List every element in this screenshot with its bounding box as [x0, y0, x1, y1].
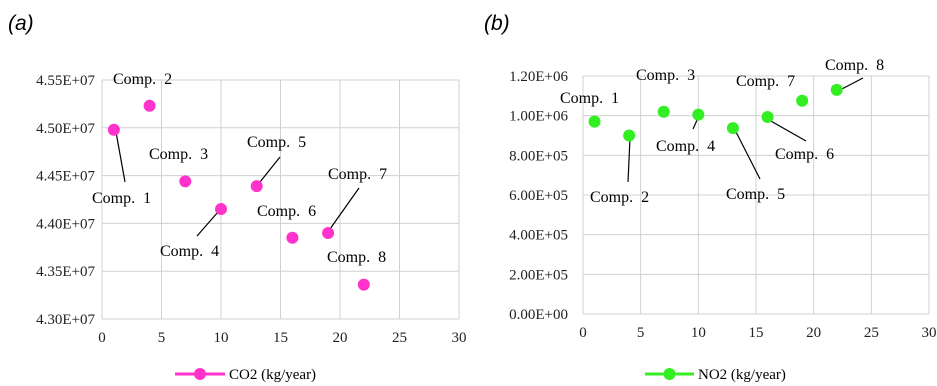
- y-tick-label: 8.00E+05: [509, 148, 568, 164]
- annotation-leader-line: [627, 137, 631, 183]
- point-label: Comp. 3: [149, 146, 208, 163]
- legend-label: CO2 (kg/year): [229, 367, 316, 383]
- legend: NO2 (kg/year): [645, 367, 786, 383]
- point-label: Comp. 4: [656, 138, 715, 155]
- x-tick-label: 30: [452, 330, 467, 346]
- data-point: [796, 94, 809, 107]
- data-point: [588, 115, 601, 128]
- x-tick-label: 20: [806, 325, 821, 341]
- data-point: [286, 231, 299, 244]
- x-tick-label: 15: [749, 325, 764, 341]
- y-tick-label: 4.30E+07: [36, 312, 95, 328]
- point-label: Comp. 1: [92, 190, 151, 207]
- annotation-leader-line: [734, 129, 761, 180]
- data-point: [215, 203, 227, 216]
- point-label: Comp. 5: [247, 134, 306, 151]
- y-tick-label: 6.00E+05: [509, 188, 568, 204]
- point-label: Comp. 7: [736, 73, 795, 90]
- data-point: [322, 226, 335, 239]
- x-tick-label: 5: [637, 325, 645, 341]
- point-label: Comp. 1: [560, 90, 619, 107]
- legend-label: NO2 (kg/year): [698, 367, 786, 383]
- x-tick-label: 25: [864, 325, 879, 341]
- point-label: Comp. 2: [590, 189, 649, 206]
- y-tick-label: 4.00E+05: [509, 228, 568, 244]
- data-point: [623, 129, 636, 142]
- legend-marker: [194, 368, 206, 380]
- x-tick-label: 30: [922, 325, 937, 341]
- panel-label: (b): [484, 12, 510, 35]
- chart-panel-a: (a) 4.30E+07 4.35E+07 4.40E+07 4.45E+07 4.50E…: [8, 12, 467, 383]
- y-tick-label: 4.45E+07: [36, 169, 95, 185]
- legend: CO2 (kg/year): [175, 367, 316, 383]
- x-tick-label: 10: [691, 325, 706, 341]
- data-point: [657, 105, 670, 118]
- point-label: Comp. 6: [775, 146, 834, 163]
- y-tick-label: 1.20E+06: [509, 69, 568, 85]
- point-label: Comp. 4: [160, 243, 219, 260]
- data-point: [179, 175, 192, 188]
- annotation-leader-line: [259, 156, 281, 183]
- point-label: Comp. 5: [726, 186, 785, 203]
- data-point: [107, 123, 120, 136]
- data-point: [692, 108, 705, 121]
- point-label: Comp. 3: [636, 67, 695, 84]
- y-tick-label: 4.40E+07: [36, 216, 95, 232]
- data-point: [830, 83, 843, 96]
- x-tick-label: 15: [273, 330, 288, 346]
- y-tick-label: 1.00E+06: [509, 109, 568, 125]
- x-tick-label: 0: [579, 325, 587, 341]
- chart-panel-b: (b) 0.00E+00 2.00E+05 4.00E+05 6.00E+05 8.00E…: [484, 12, 937, 383]
- x-tick-label: 10: [214, 330, 229, 346]
- x-tick-label: 20: [333, 330, 348, 346]
- legend-marker: [663, 368, 676, 380]
- annotation-leader-line: [196, 211, 219, 237]
- y-tick-label: 2.00E+05: [509, 267, 568, 283]
- point-label: Comp. 7: [328, 166, 387, 183]
- x-tick-label: 25: [392, 330, 407, 346]
- y-tick-label: 4.50E+07: [36, 121, 95, 137]
- y-tick-label: 4.35E+07: [36, 264, 95, 280]
- panel-label: (a): [8, 12, 34, 35]
- annotation-leader-line: [768, 119, 807, 142]
- y-tick-label: 4.55E+07: [36, 73, 95, 89]
- point-label: Comp. 8: [825, 57, 884, 74]
- annotation-leader-line: [115, 131, 126, 183]
- annotation-leader-line: [329, 187, 360, 230]
- point-label: Comp. 2: [113, 71, 172, 88]
- x-tick-label: 5: [158, 330, 166, 346]
- data-point: [250, 180, 263, 193]
- data-point: [761, 111, 774, 124]
- data-point: [357, 278, 370, 291]
- data-point: [143, 99, 156, 112]
- x-tick-label: 0: [98, 330, 106, 346]
- y-tick-label: 0.00E+00: [509, 307, 568, 323]
- data-point: [726, 122, 739, 135]
- point-label: Comp. 8: [327, 249, 386, 266]
- point-label: Comp. 6: [257, 203, 316, 220]
